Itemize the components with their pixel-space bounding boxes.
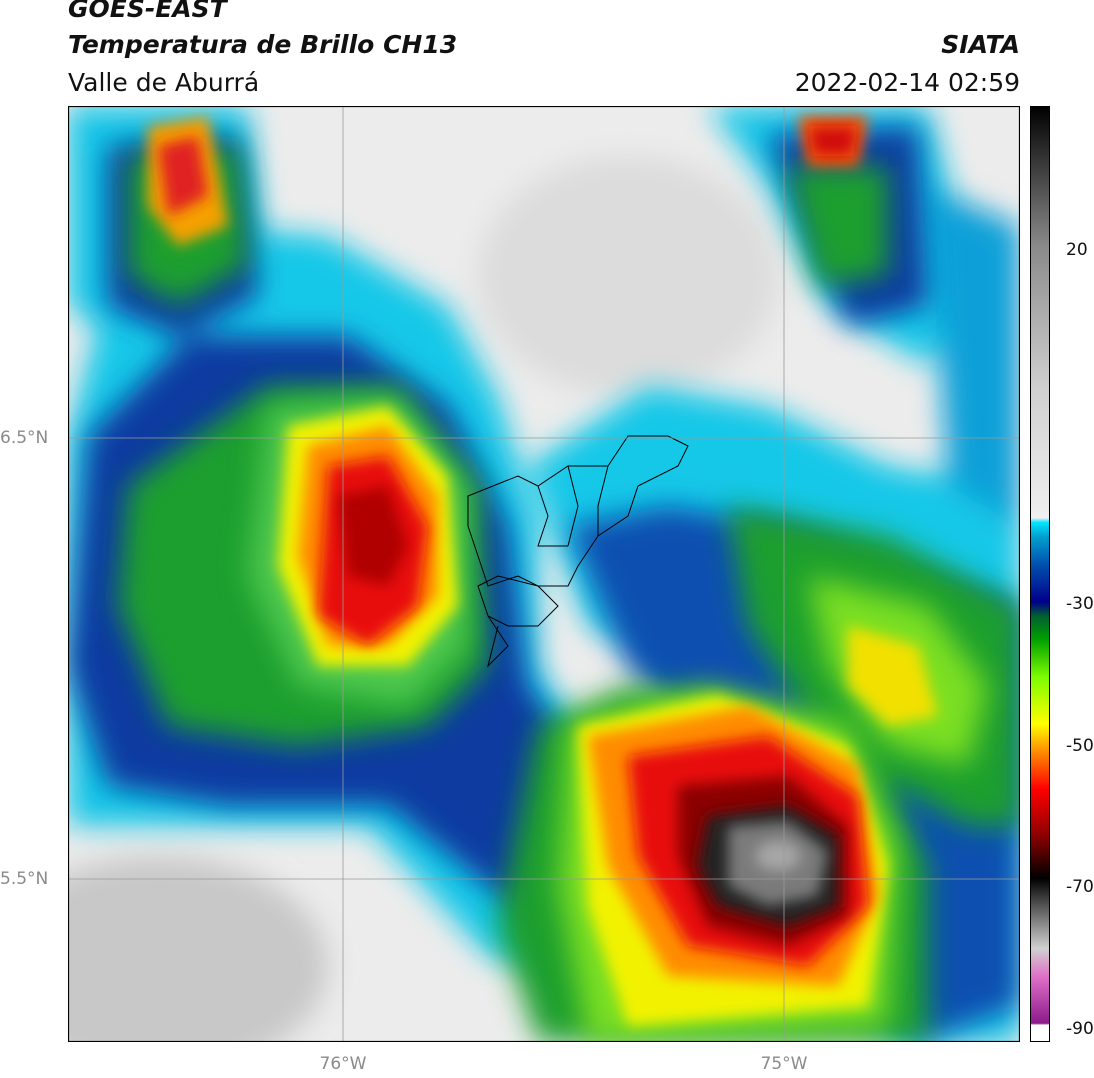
satellite-map [68, 106, 1020, 1042]
timestamp-label: 2022-02-14 02:59 [794, 68, 1020, 97]
municipality-boundaries [467, 435, 689, 668]
colorbar-tick-neg90: -90 [1066, 1019, 1094, 1039]
lat-label-6-5: 6.5°N [0, 428, 49, 448]
colorbar-tick-neg30: -30 [1066, 594, 1094, 614]
colorbar-tick-20: 20 [1066, 240, 1088, 260]
map-frame [68, 106, 1020, 1042]
lat-label-5-5: 5.5°N [0, 869, 49, 889]
lon-label-75w: 75°W [760, 1054, 808, 1074]
satellite-title: GOES-EAST [68, 0, 227, 23]
lon-label-76w: 76°W [319, 1054, 367, 1074]
colorbar-tick-neg50: -50 [1066, 736, 1094, 756]
gridlines [68, 106, 1020, 1042]
organization-label: SIATA [941, 30, 1020, 59]
product-title: Temperatura de Brillo CH13 [68, 30, 458, 59]
cloud-field [68, 106, 1020, 1042]
colorbar [1030, 106, 1050, 1042]
region-subtitle: Valle de Aburrá [68, 68, 260, 97]
colorbar-tick-neg70: -70 [1066, 877, 1094, 897]
